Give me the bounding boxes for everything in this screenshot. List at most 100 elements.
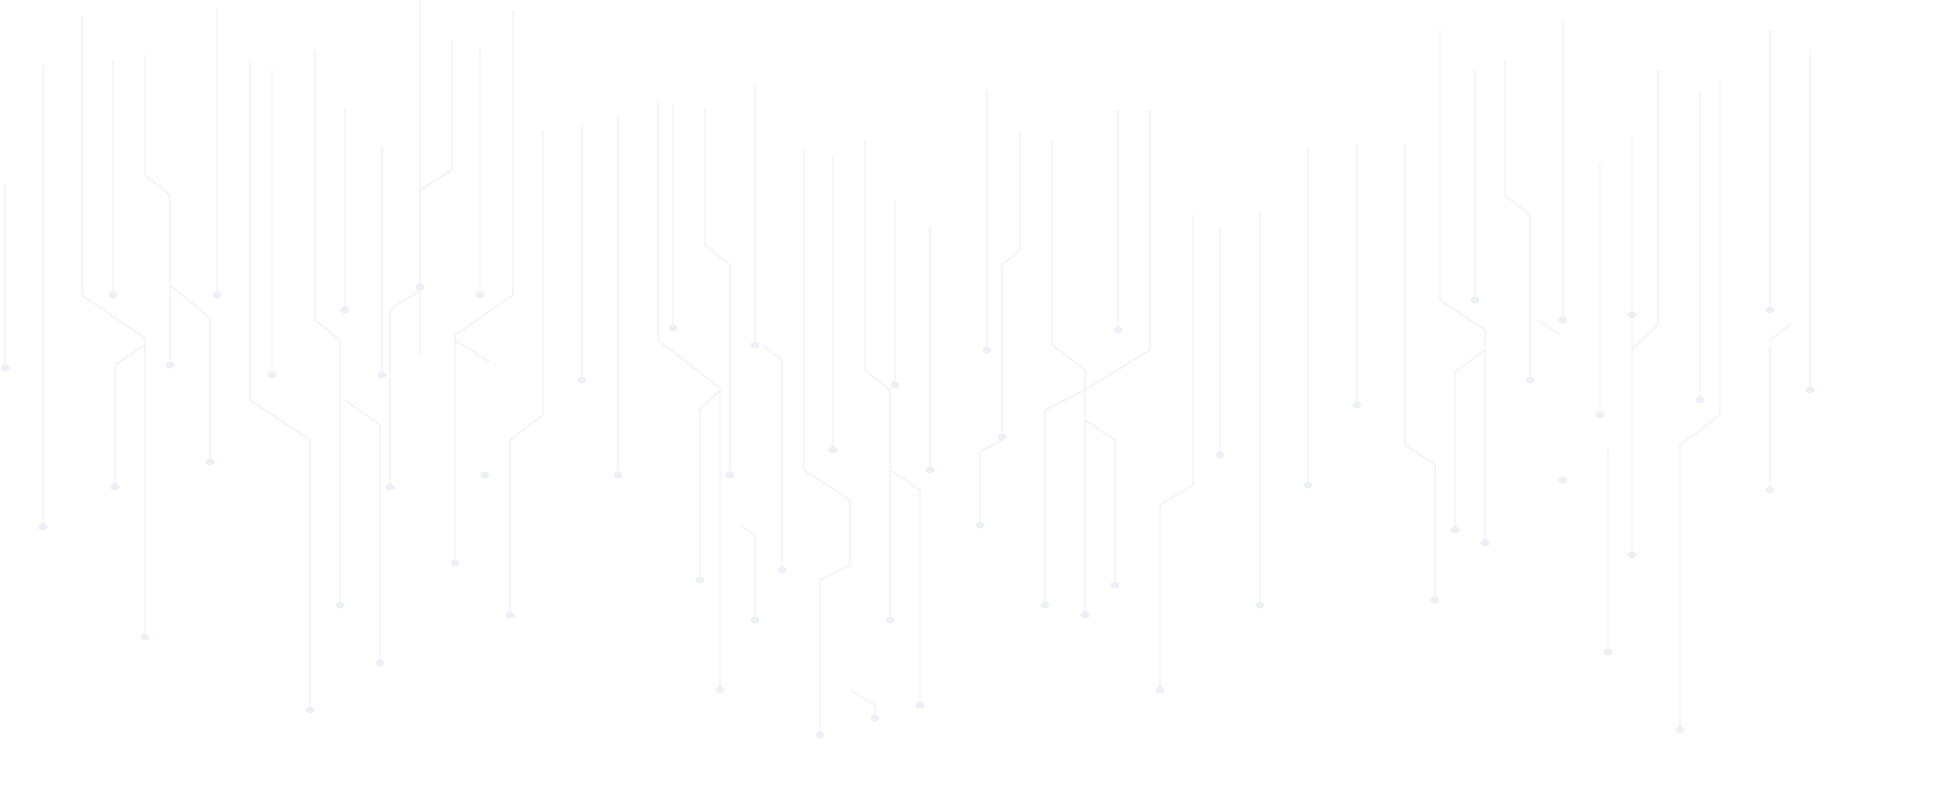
circuit-node-dot (885, 616, 895, 624)
circuit-line (454, 10, 514, 563)
circuit-node-dot (1470, 296, 1480, 304)
circuit-line (1537, 319, 1561, 336)
circuit-line (1051, 140, 1086, 615)
circuit-node-dot (1695, 396, 1705, 404)
circuit-node-dot (165, 361, 175, 369)
circuit-node-dot (267, 371, 277, 379)
circuit-node-dot (140, 633, 150, 641)
circuit-node-dot (108, 291, 118, 299)
circuit-node-dot (777, 566, 787, 574)
circuit-line (509, 130, 544, 615)
circuit-line (314, 50, 341, 605)
circuit-node-dot (1558, 476, 1568, 484)
circuit-node-dot (815, 731, 825, 739)
circuit-node-dot (828, 446, 838, 454)
circuit-node-dot (475, 291, 485, 299)
circuit-node-dot (1627, 311, 1637, 319)
circuit-node-dot (750, 341, 760, 349)
circuit-line (739, 524, 756, 620)
circuit-line (1631, 70, 1659, 351)
circuit-line (1159, 215, 1194, 690)
circuit-node-dot (480, 471, 490, 479)
circuit-node-dot (38, 523, 48, 531)
circuit-node-dot (695, 576, 705, 584)
circuit-node-dot (975, 521, 985, 529)
circuit-line (761, 344, 783, 570)
circuit-node-dot (340, 306, 350, 314)
circuit-node-dot (1675, 726, 1685, 734)
circuit-node-dot (335, 601, 345, 609)
circuit-line (114, 344, 146, 487)
circuit-line (1769, 324, 1791, 341)
circuit-line (1504, 60, 1531, 380)
circuit-node-dot (505, 611, 515, 619)
circuit-node-dot (725, 471, 735, 479)
circuit-node-dot (982, 346, 992, 354)
circuit-line (1439, 30, 1486, 543)
circuit-node-dot (613, 471, 623, 479)
circuit-node-dot (385, 483, 395, 491)
circuit-line (389, 289, 421, 487)
circuit-node-dot (377, 371, 387, 379)
circuit-node-dot (1155, 686, 1165, 694)
circuit-node-dot (450, 559, 460, 567)
circuit-node-dot (375, 659, 385, 667)
circuit-node-dot (915, 701, 925, 709)
circuit-line (657, 100, 721, 690)
circuit-line (803, 150, 851, 565)
circuit-node-dot (1765, 486, 1775, 494)
circuit-line (1044, 389, 1086, 605)
circuit-line (819, 564, 851, 735)
circuit-node-dot (577, 376, 587, 384)
circuit-line (704, 110, 731, 475)
circuit-node-dot (212, 291, 222, 299)
circuit-node-dot (110, 483, 120, 491)
circuit-node-dot (870, 714, 880, 722)
circuit-node-dot (1450, 526, 1460, 534)
circuit-node-dot (1603, 648, 1613, 656)
circuit-line (1679, 80, 1721, 730)
circuit-node-dot (1765, 306, 1775, 314)
circuit-node-dot (1215, 451, 1225, 459)
circuit-node-dot (890, 381, 900, 389)
circuit-line (1404, 145, 1436, 600)
circuit-node-dot (1430, 596, 1440, 604)
circuit-node-dot (1805, 386, 1815, 394)
circuit-line (1084, 110, 1151, 391)
circuit-line (864, 140, 891, 620)
circuit-line (249, 60, 311, 710)
circuit-node-dot (997, 433, 1007, 441)
circuit-line (1454, 349, 1486, 530)
circuit-node-dot (668, 324, 678, 332)
circuit-line (81, 15, 146, 637)
circuit-line (454, 339, 491, 363)
circuit-line (699, 389, 721, 580)
circuit-node-dot (1303, 481, 1313, 489)
circuit-node-dot (1080, 611, 1090, 619)
circuit-node-dot (715, 686, 725, 694)
circuit-line (849, 689, 876, 718)
circuit-node-dot (1110, 581, 1120, 589)
circuit-node-dot (925, 466, 935, 474)
circuit-node-dot (305, 706, 315, 714)
circuit-line (419, 40, 453, 355)
circuit-node-dot (1480, 539, 1490, 547)
circuit-line (979, 439, 1003, 525)
circuit-node-dot (1595, 411, 1605, 419)
circuit-node-dot (1352, 401, 1362, 409)
circuit-line (1001, 130, 1021, 437)
circuit-node-dot (1627, 551, 1637, 559)
circuit-node-dot (750, 616, 760, 624)
circuit-line (889, 469, 921, 705)
circuit-node-dot (0, 364, 10, 372)
circuit-node-dot (1113, 326, 1123, 334)
circuit-node-dot (1255, 601, 1265, 609)
circuit-node-dot (415, 283, 425, 291)
circuit-node-dot (1558, 316, 1568, 324)
circuit-line (169, 284, 211, 462)
circuit-line (1084, 419, 1116, 585)
circuit-node-dot (1525, 376, 1535, 384)
circuit-line (344, 399, 381, 663)
circuit-line (144, 55, 171, 365)
